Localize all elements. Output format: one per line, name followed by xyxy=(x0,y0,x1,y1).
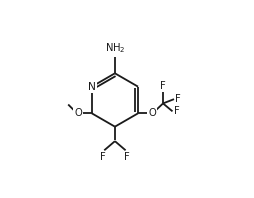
Text: F: F xyxy=(100,152,106,162)
Text: N: N xyxy=(88,82,96,92)
Text: F: F xyxy=(174,106,180,116)
Text: NH$_2$: NH$_2$ xyxy=(105,42,126,55)
Text: O: O xyxy=(148,108,156,118)
Text: F: F xyxy=(124,152,130,162)
Text: O: O xyxy=(74,108,82,118)
Text: F: F xyxy=(160,81,166,91)
Text: F: F xyxy=(175,94,181,104)
